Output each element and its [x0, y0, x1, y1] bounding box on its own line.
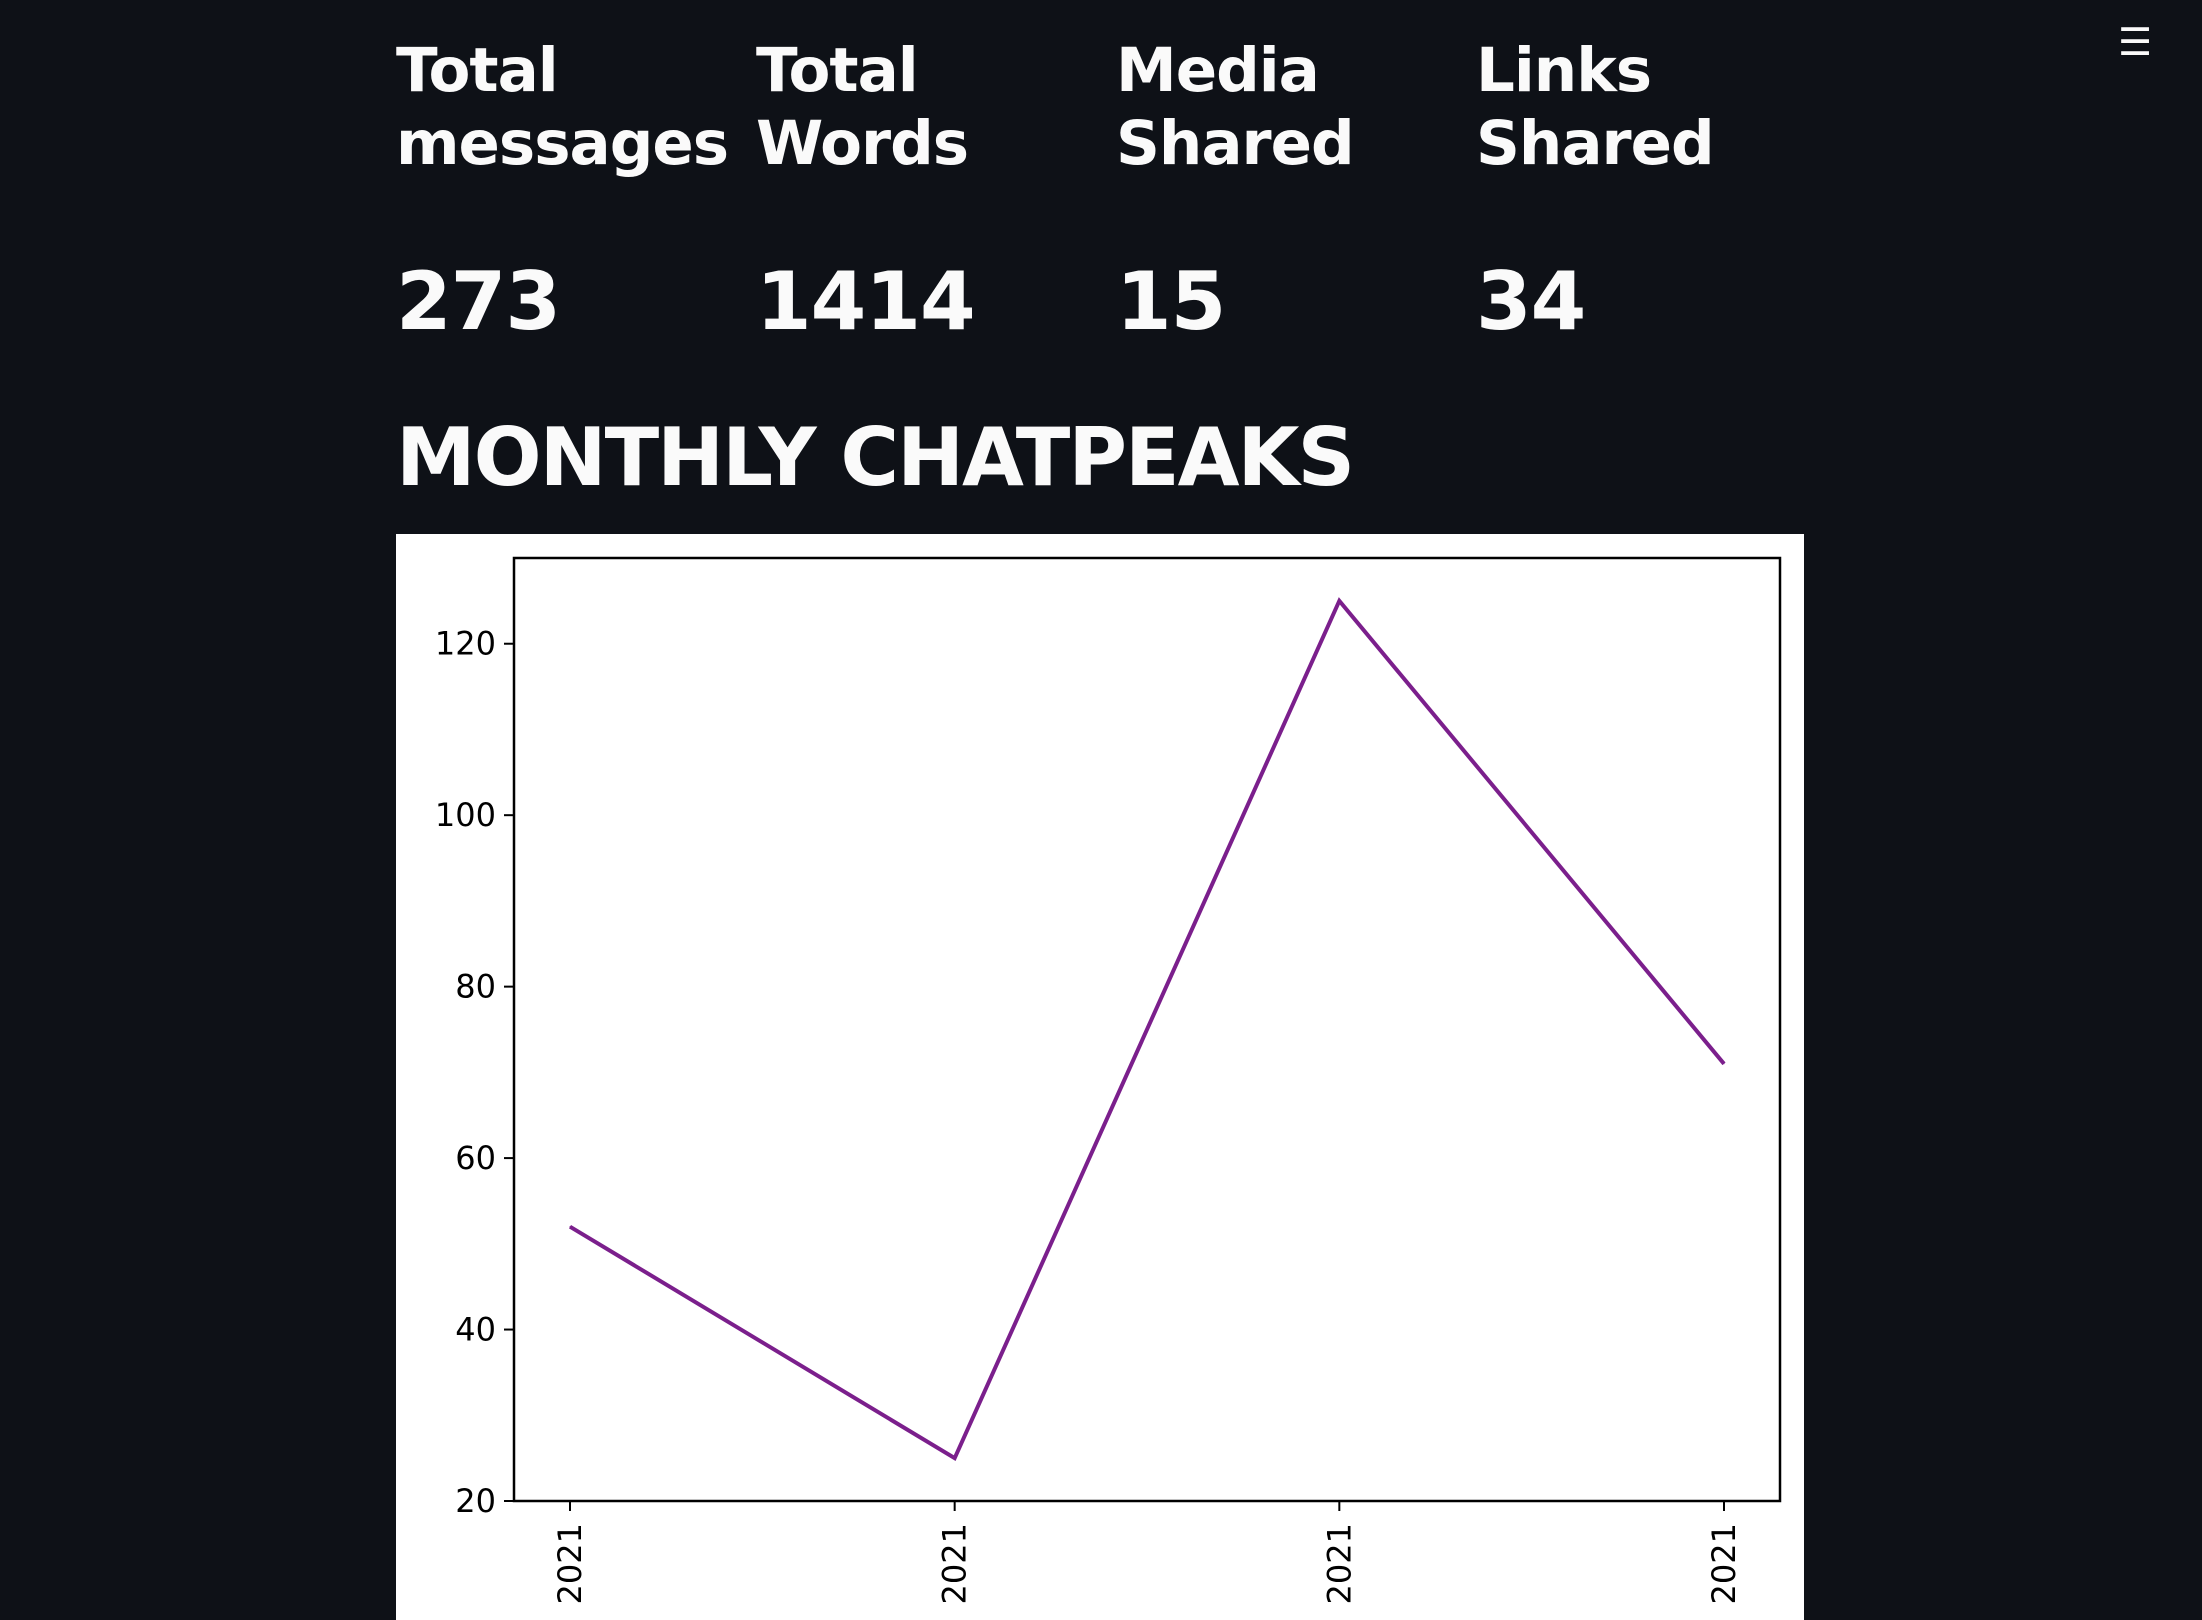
metric-total-messages: Total messages 273	[396, 34, 736, 180]
y-tick-label: 80	[455, 968, 496, 1006]
metrics-row: Total messages 273 Total Words 1414 Medi…	[396, 34, 1806, 354]
metric-value: 1414	[756, 254, 975, 350]
metric-value: 15	[1116, 254, 1225, 350]
data-point	[954, 1458, 955, 1459]
metric-label: Links Shared	[1476, 34, 1816, 180]
chart-svg: 20 40 60 80 100 120 2021 2021 2021 2021	[396, 534, 1804, 1620]
y-tick-label: 120	[435, 625, 496, 663]
x-tick-label: 2021	[1705, 1523, 1743, 1604]
y-tick-label: 40	[455, 1311, 496, 1349]
monthly-chatpeaks-chart: 20 40 60 80 100 120 2021 2021 2021 2021	[396, 534, 1804, 1620]
x-tick-label: 2021	[1320, 1523, 1358, 1604]
data-point	[1724, 1063, 1725, 1064]
metric-value: 34	[1476, 254, 1585, 350]
metric-media-shared: Media Shared 15	[1116, 34, 1456, 180]
y-tick-label: 20	[455, 1482, 496, 1520]
x-tick-label: 2021	[936, 1523, 974, 1604]
x-tick-label: 2021	[551, 1523, 589, 1604]
metric-links-shared: Links Shared 34	[1476, 34, 1816, 180]
metric-value: 273	[396, 254, 560, 350]
metric-total-words: Total Words 1414	[756, 34, 1096, 180]
metric-label: Media Shared	[1116, 34, 1456, 180]
data-point	[570, 1226, 571, 1227]
section-title: MONTHLY CHATPEAKS	[396, 410, 1353, 506]
hamburger-menu-icon[interactable]: ☰	[2117, 22, 2153, 62]
y-tick-label: 60	[455, 1139, 496, 1177]
series-line	[570, 601, 1724, 1458]
y-tick-label: 100	[435, 796, 496, 834]
metric-label: Total Words	[756, 34, 1096, 180]
metric-label: Total messages	[396, 34, 736, 180]
data-point	[1339, 600, 1340, 601]
